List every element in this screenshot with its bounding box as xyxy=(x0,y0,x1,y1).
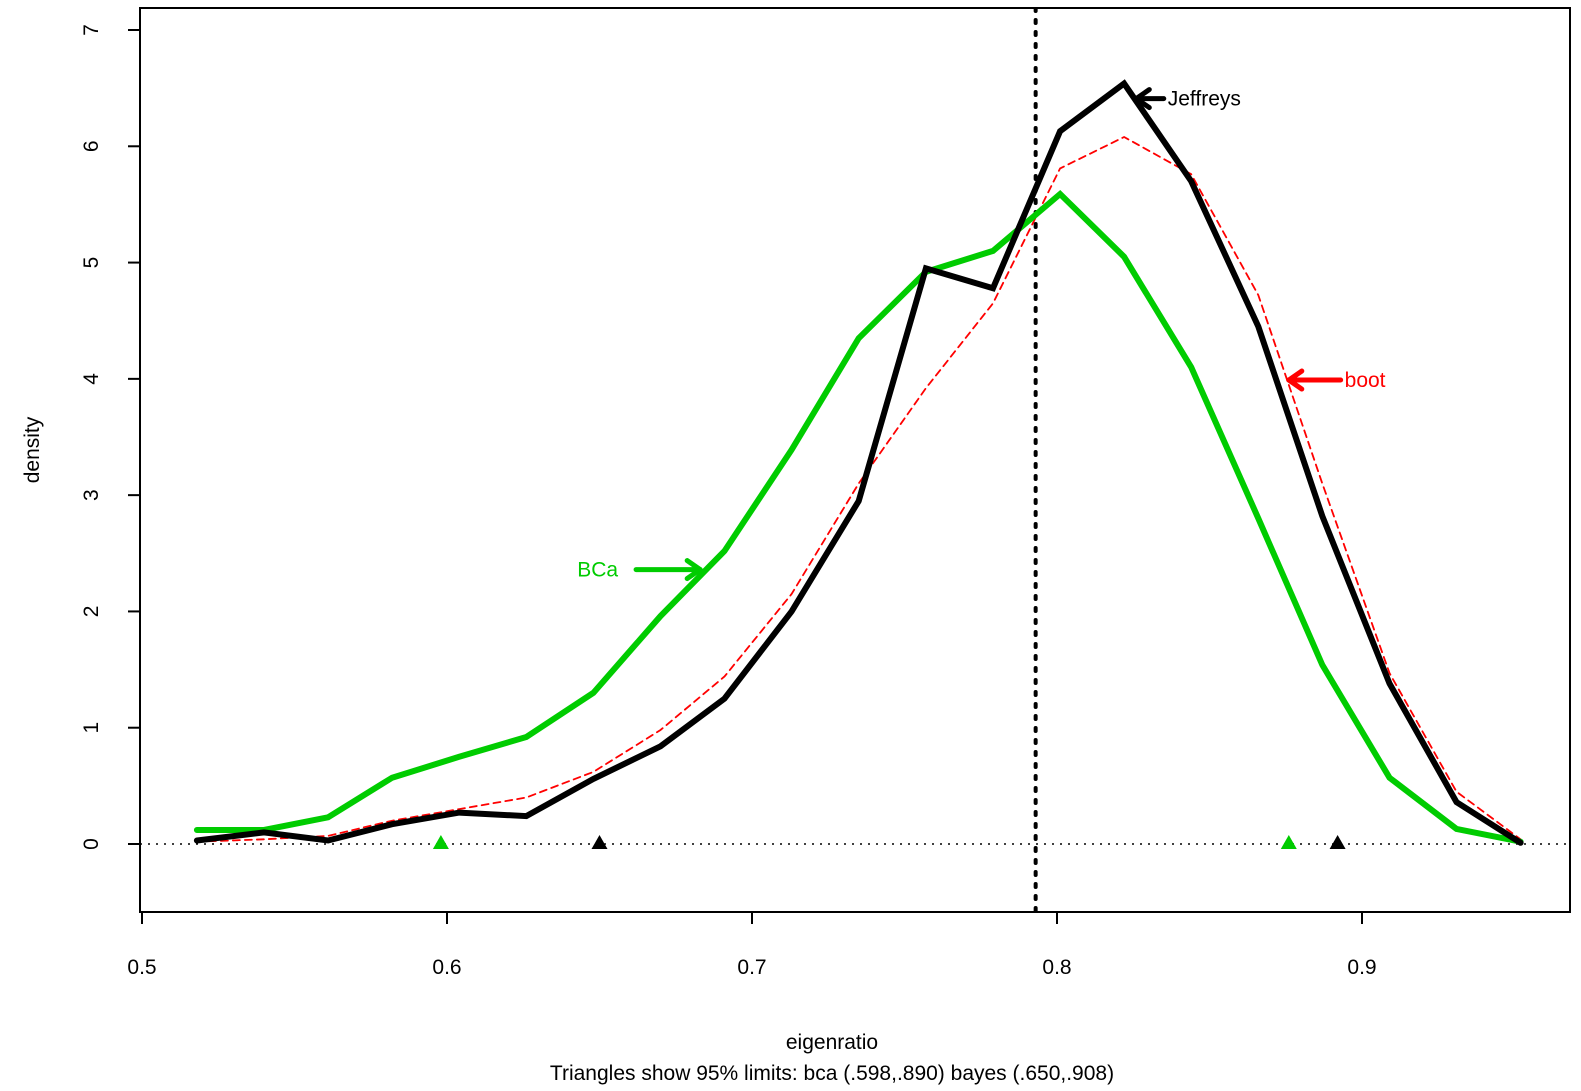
x-tick-label: 0.6 xyxy=(432,956,461,979)
x-tick-label: 0.5 xyxy=(127,956,156,979)
limit-triangle-1 xyxy=(432,835,449,849)
y-tick-label: 1 xyxy=(80,722,103,734)
x-tick-label: 0.7 xyxy=(737,956,766,979)
y-tick-label: 3 xyxy=(80,489,103,501)
y-axis-label: density xyxy=(21,416,44,483)
y-tick-label: 5 xyxy=(80,257,103,269)
annotation-arrow-head xyxy=(684,558,703,582)
y-tick-label: 4 xyxy=(80,373,103,385)
y-tick-label: 7 xyxy=(80,24,103,36)
series-line-boot xyxy=(195,135,1522,843)
limit-triangle-4 xyxy=(1329,835,1346,849)
y-tick-label: 0 xyxy=(80,838,103,850)
annotation-label-jeffreys: Jeffreys xyxy=(1168,88,1241,111)
y-tick-label: 6 xyxy=(80,140,103,152)
annotation-arrow-head xyxy=(1286,368,1305,392)
series-line-bca xyxy=(193,189,1524,845)
annotation-label-boot: boot xyxy=(1345,369,1386,392)
chart-subtitle: Triangles show 95% limits: bca (.598,.89… xyxy=(550,1062,1114,1085)
annotation-bca: BCa xyxy=(577,558,703,582)
x-axis: 0.5 0.6 0.7 0.8 0.9 xyxy=(127,911,1377,979)
annotation-jeffreys: Jeffreys xyxy=(1133,87,1241,111)
series-line-jeffreys xyxy=(193,79,1524,846)
limit-triangle-2 xyxy=(591,835,608,849)
x-tick-label: 0.8 xyxy=(1042,956,1071,979)
annotation-label-bca: BCa xyxy=(577,559,618,582)
x-axis-label: eigenratio xyxy=(786,1031,878,1054)
y-axis: 0 1 2 3 4 5 6 7 xyxy=(80,24,141,850)
annotation-boot: boot xyxy=(1286,368,1386,392)
plot-marks: Jeffreys boot BCa xyxy=(140,8,1570,912)
x-tick-label: 0.9 xyxy=(1347,956,1376,979)
limit-triangle-3 xyxy=(1280,835,1297,849)
annotation-arrow-head xyxy=(1133,87,1152,111)
y-tick-label: 2 xyxy=(80,606,103,618)
